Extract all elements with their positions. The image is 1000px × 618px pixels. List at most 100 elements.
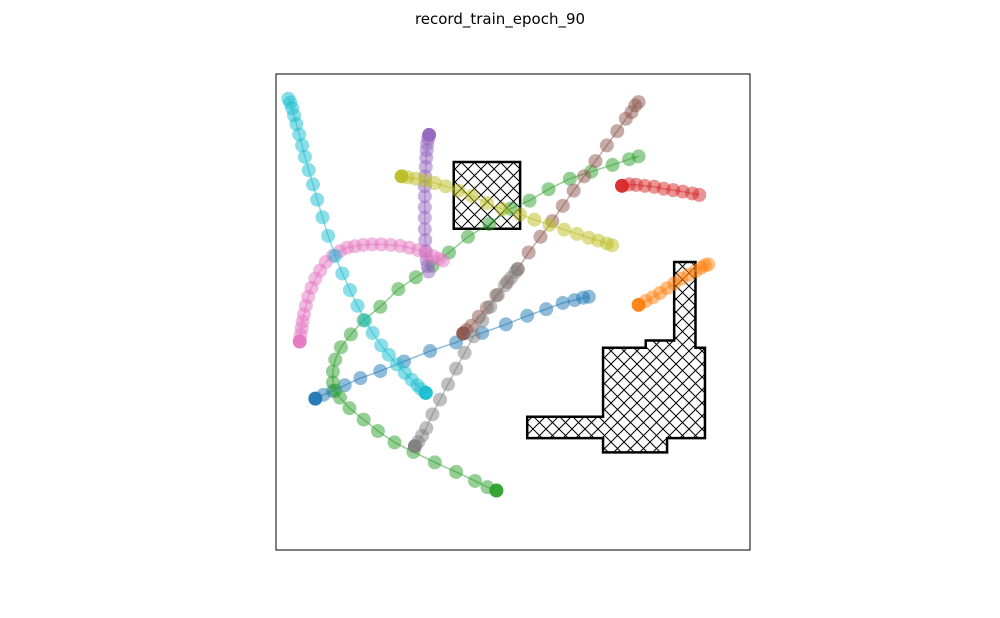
trajectory-3-point bbox=[522, 193, 537, 208]
trajectory-3-point bbox=[373, 299, 388, 314]
trajectory-8-point bbox=[483, 299, 498, 314]
trajectory-3-point bbox=[325, 375, 340, 390]
trajectory-8-point bbox=[457, 345, 472, 360]
trajectory-3-point bbox=[408, 270, 423, 285]
trajectory-3-point bbox=[427, 455, 442, 470]
trajectory-5-point bbox=[417, 189, 432, 204]
trajectory-10-point bbox=[389, 357, 404, 372]
trajectory-3-point bbox=[333, 340, 348, 355]
chart-title: record_train_epoch_90 bbox=[414, 10, 586, 28]
trajectories-layer bbox=[281, 91, 716, 498]
trajectory-3-point bbox=[391, 282, 406, 297]
trajectory-3-point bbox=[356, 412, 371, 427]
trajectory-8-point bbox=[449, 361, 464, 376]
trajectory-10-point bbox=[321, 228, 336, 243]
trajectory-9-point bbox=[605, 238, 620, 253]
trajectory-10-point bbox=[315, 210, 330, 225]
trajectory-8-point bbox=[510, 262, 525, 277]
trajectory-10-point bbox=[301, 163, 316, 178]
trajectory-10-point bbox=[335, 266, 350, 281]
trajectory-3-point bbox=[387, 435, 402, 450]
trajectory-5-point bbox=[421, 264, 436, 279]
trajectory-6-point bbox=[599, 138, 614, 153]
trajectory-5-point bbox=[417, 222, 432, 237]
trajectory-6-point bbox=[533, 229, 548, 244]
trajectory-3-point bbox=[468, 473, 483, 488]
trajectory-8-point bbox=[419, 421, 434, 436]
trajectory-8-point bbox=[441, 377, 456, 392]
trajectory-7-point bbox=[435, 253, 450, 268]
trajectory-9 bbox=[394, 169, 620, 253]
trajectory-10-point bbox=[342, 283, 357, 298]
trajectory-3-point bbox=[562, 171, 577, 186]
trajectory-2 bbox=[631, 257, 716, 312]
trajectory-5-point bbox=[417, 200, 432, 215]
trajectory-3-point bbox=[343, 327, 358, 342]
obstacle-cross bbox=[525, 260, 707, 454]
trajectory-10-point bbox=[328, 248, 343, 263]
trajectory-9-point bbox=[569, 226, 584, 241]
trajectory-5-point bbox=[417, 210, 432, 225]
trajectory-1-point bbox=[581, 289, 596, 304]
trajectory-3-point bbox=[342, 401, 357, 416]
trajectory-3-point bbox=[482, 216, 497, 231]
trajectory-9-point bbox=[527, 212, 542, 227]
trajectory-6-point bbox=[566, 183, 581, 198]
trajectory-10-point bbox=[374, 338, 389, 353]
trajectory-3-point bbox=[541, 182, 556, 197]
trajectory-1-point bbox=[373, 364, 388, 379]
trajectory-5-point bbox=[418, 233, 433, 248]
trajectory-9-point bbox=[479, 195, 494, 210]
trajectory-2-point bbox=[701, 257, 716, 272]
trajectory-3-point bbox=[449, 464, 464, 479]
trajectory-6-point bbox=[588, 154, 603, 169]
trajectory-6-point bbox=[610, 124, 625, 139]
trajectory-3-point bbox=[460, 229, 475, 244]
trajectory-9-point bbox=[513, 207, 528, 222]
trajectory-1-point bbox=[423, 344, 438, 359]
trajectory-4 bbox=[615, 177, 707, 202]
trajectory-1-point bbox=[520, 308, 535, 323]
trajectory-4-point bbox=[692, 187, 707, 202]
trajectory-3-point bbox=[480, 480, 495, 495]
trajectory-10-point bbox=[350, 298, 365, 313]
trajectory-9-point bbox=[464, 188, 479, 203]
trajectory-10-point bbox=[297, 149, 312, 164]
trajectory-8-point bbox=[466, 329, 481, 344]
trajectory-3-point bbox=[370, 424, 385, 438]
trajectory-10-point bbox=[292, 127, 307, 142]
trajectory-10-point bbox=[281, 91, 296, 106]
trajectory-10-point bbox=[365, 325, 380, 340]
trajectory-1-point bbox=[539, 302, 554, 317]
trajectory-9-point bbox=[542, 217, 557, 232]
trajectory-10-point bbox=[358, 313, 373, 328]
trajectory-8-point bbox=[433, 392, 448, 407]
trajectory-9-point bbox=[427, 176, 442, 191]
trajectory-3-point bbox=[605, 157, 620, 172]
trajectory-8-point bbox=[475, 313, 490, 328]
trajectory-8 bbox=[407, 262, 525, 454]
trajectory-3-point bbox=[325, 364, 340, 379]
trajectory-9-point bbox=[451, 183, 466, 198]
trajectory-10 bbox=[281, 91, 433, 400]
trajectory-8-point bbox=[425, 407, 440, 422]
trajectory-6-point bbox=[555, 198, 570, 213]
trajectory-9-point bbox=[495, 202, 510, 217]
trajectory-9-point bbox=[438, 179, 453, 194]
trajectory-8-point bbox=[490, 287, 505, 302]
trajectory-1-point bbox=[498, 317, 513, 332]
trajectory-6-point bbox=[521, 245, 536, 260]
trajectory-1-point bbox=[555, 295, 570, 310]
trajectory-6-point bbox=[631, 95, 646, 110]
axes-frame bbox=[275, 73, 751, 551]
trajectory-10-point bbox=[295, 138, 310, 153]
trajectory-10-point bbox=[305, 177, 320, 192]
trajectory-9-point bbox=[557, 222, 572, 237]
trajectory-3-point bbox=[631, 149, 646, 164]
trajectory-1-point bbox=[353, 371, 368, 386]
trajectory-6-point bbox=[577, 169, 592, 184]
trajectory-10-point bbox=[310, 192, 325, 207]
trajectory-10-point bbox=[381, 347, 396, 362]
trajectory-3-point bbox=[328, 352, 343, 367]
